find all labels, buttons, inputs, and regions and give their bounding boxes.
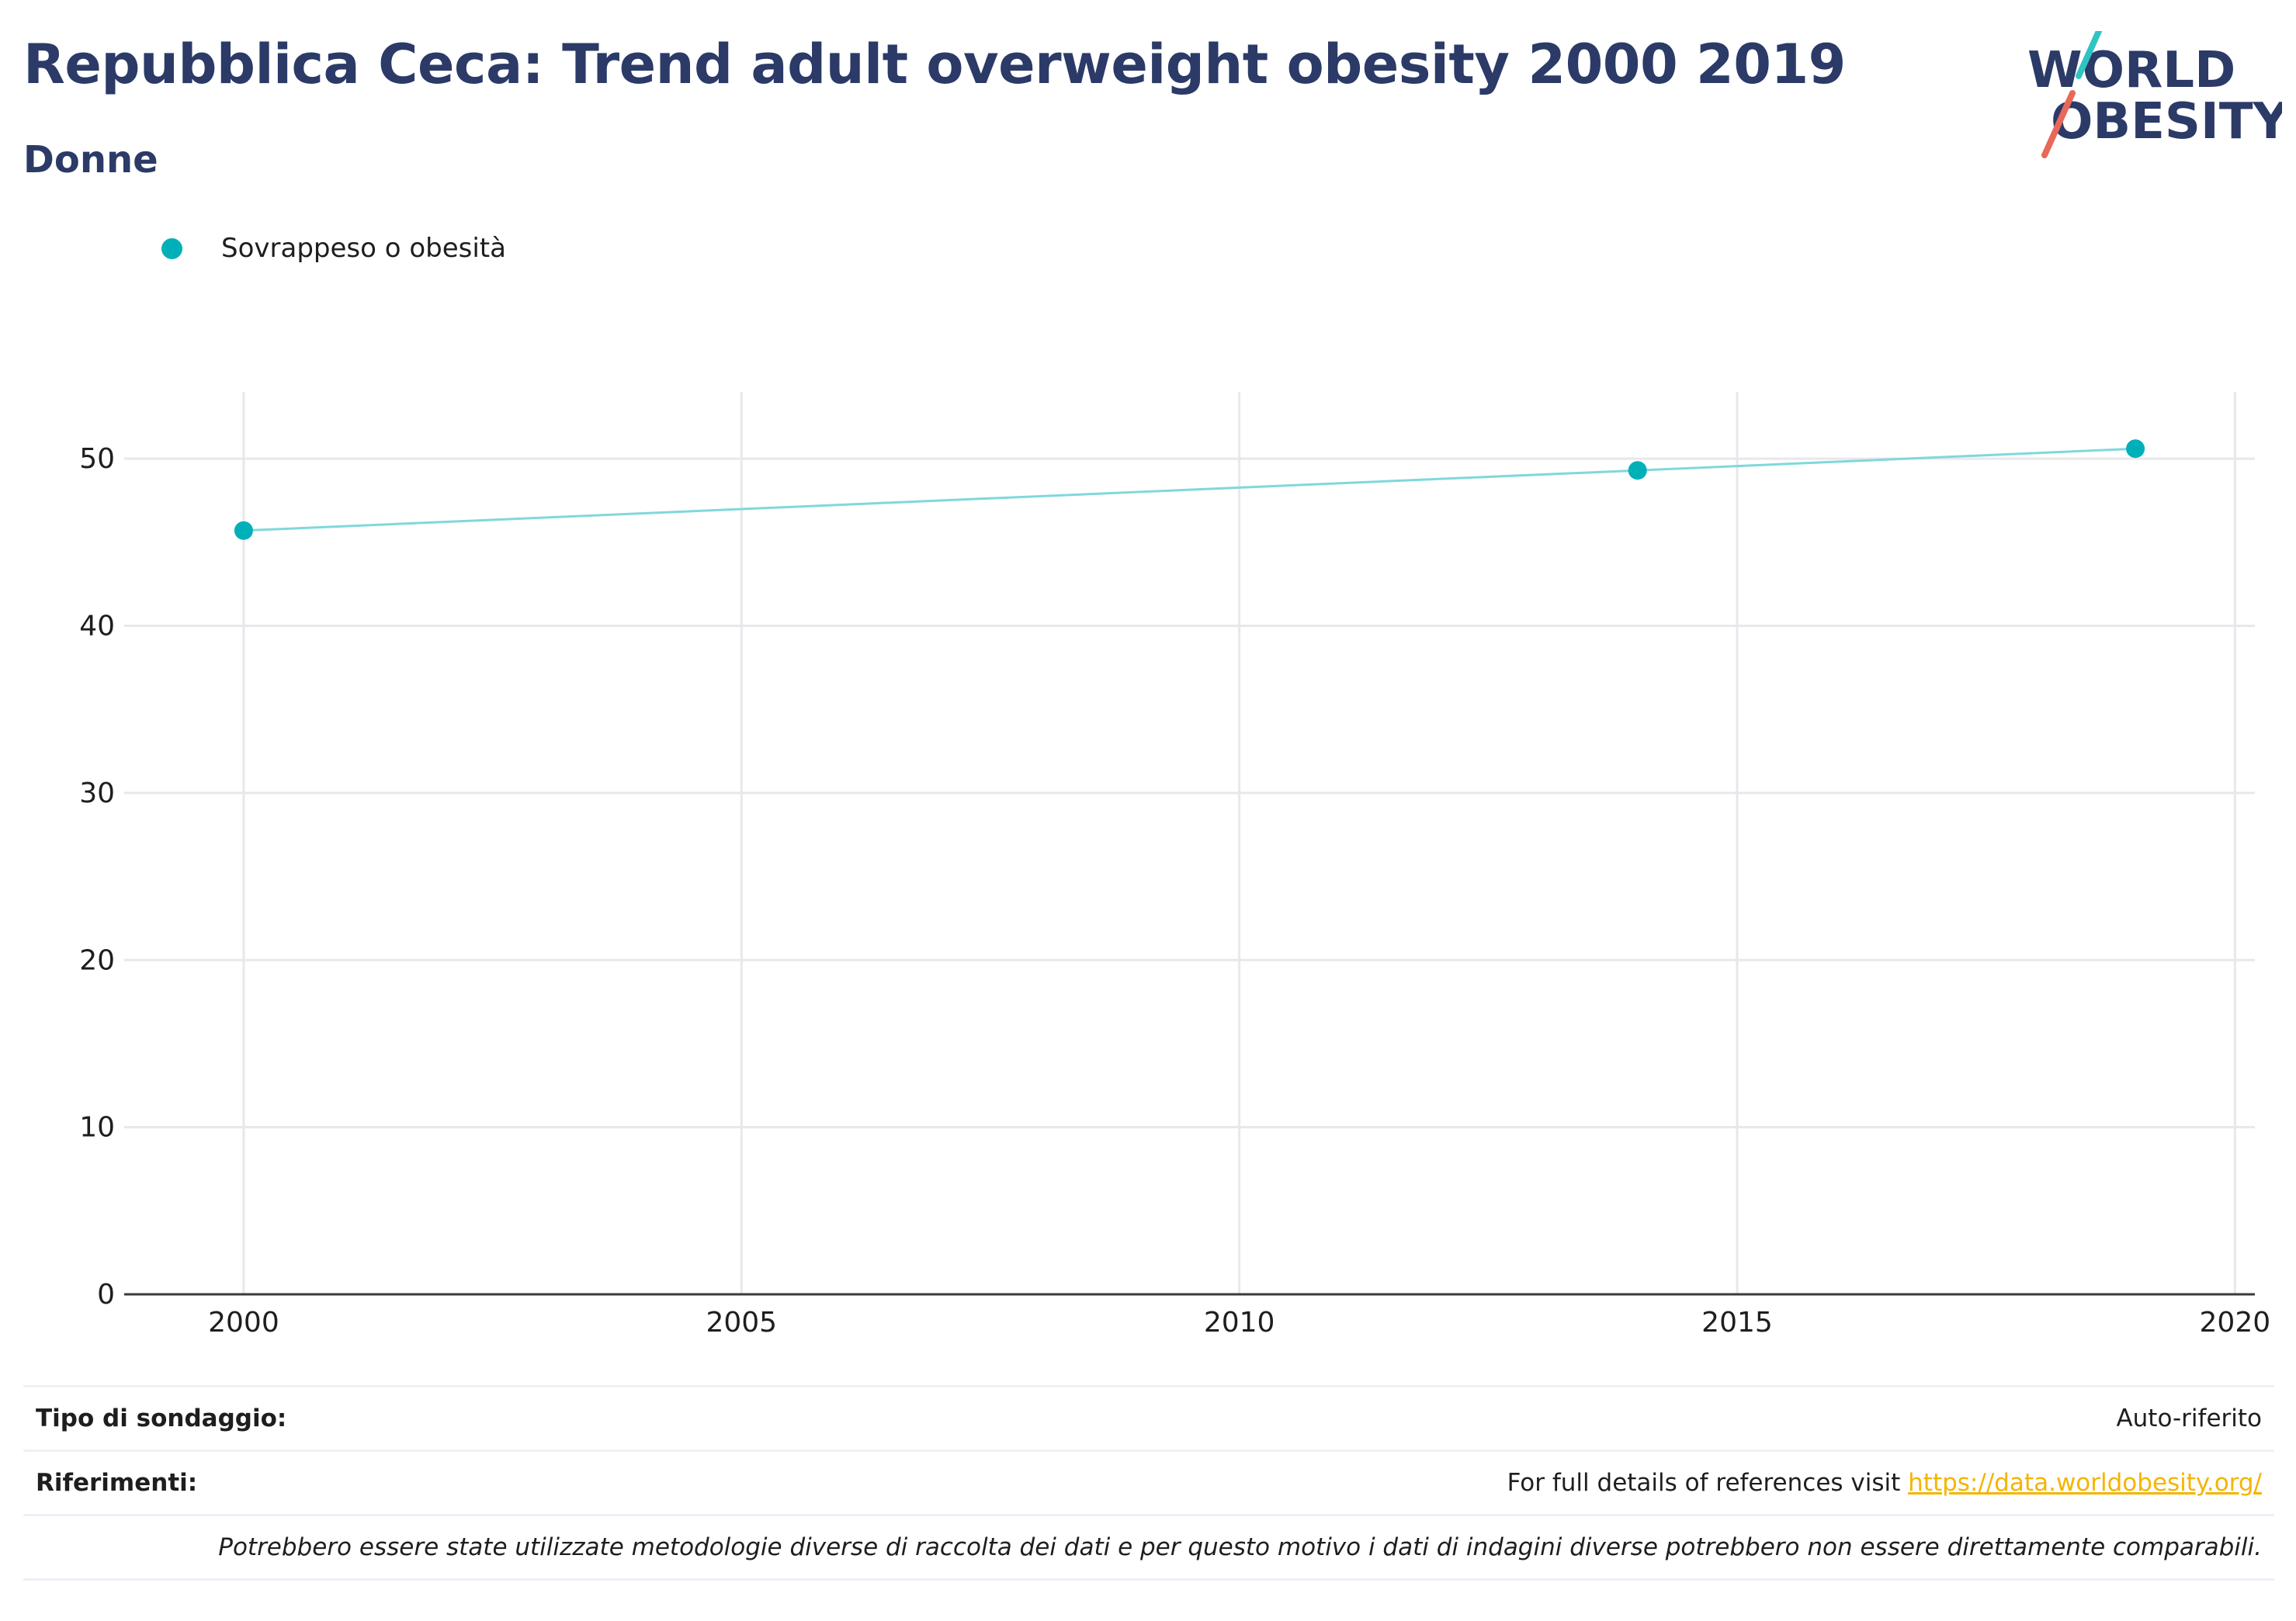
logo-word-obesity: OBESITY — [2051, 93, 2282, 151]
y-tick-label: 10 — [79, 1112, 115, 1144]
logo-red-slash — [2041, 90, 2076, 158]
line-chart: 0 10 20 30 40 50 2000 2005 2010 2015 2020 — [79, 392, 2271, 1339]
x-tick-label: 2005 — [706, 1307, 777, 1339]
chart-title: Repubblica Ceca: Trend adult overweight … — [23, 33, 1846, 96]
x-tick-label: 2000 — [208, 1307, 279, 1339]
legend-label: Sovrappeso o obesità — [221, 233, 506, 264]
logo-teal-slash — [2076, 31, 2102, 79]
methodology-note-row: Potrebbero essere state utilizzate metod… — [23, 1514, 2274, 1581]
references-row: Riferimenti: For full details of referen… — [23, 1450, 2274, 1514]
references-text: For full details of references visit — [1507, 1469, 1901, 1497]
y-tick-label: 50 — [79, 443, 115, 475]
x-tick-label: 2020 — [2200, 1307, 2271, 1339]
references-label: Riferimenti: — [36, 1469, 198, 1497]
survey-type-label: Tipo di sondaggio: — [36, 1405, 287, 1432]
data-point — [1628, 461, 1647, 480]
legend-marker — [161, 237, 182, 259]
y-tick-label: 0 — [97, 1279, 115, 1311]
y-tick-label: 30 — [79, 778, 115, 809]
x-tick-label: 2010 — [1204, 1307, 1275, 1339]
legend[interactable]: Sovrappeso o obesità — [161, 233, 506, 264]
methodology-note: Potrebbero essere state utilizzate metod… — [218, 1533, 2262, 1561]
world-obesity-logo: WORLD OBESITY — [2027, 31, 2282, 158]
references-link[interactable]: https://data.worldobesity.org/ — [1908, 1469, 2262, 1497]
y-tick-label: 40 — [79, 611, 115, 643]
footer-table: Tipo di sondaggio: Auto-riferito Riferim… — [23, 1385, 2274, 1581]
survey-type-row: Tipo di sondaggio: Auto-riferito — [23, 1385, 2274, 1450]
data-point — [234, 521, 253, 540]
logo-word-world: WORLD — [2027, 42, 2235, 99]
y-tick-label: 20 — [79, 944, 115, 976]
references-text-wrap: For full details of references visit htt… — [1507, 1469, 2262, 1497]
chart-subtitle: Donne — [23, 138, 158, 182]
x-tick-label: 2015 — [1701, 1307, 1773, 1339]
data-point — [2126, 439, 2145, 459]
survey-type-value: Auto-riferito — [2116, 1405, 2262, 1432]
series-line — [243, 447, 2136, 532]
